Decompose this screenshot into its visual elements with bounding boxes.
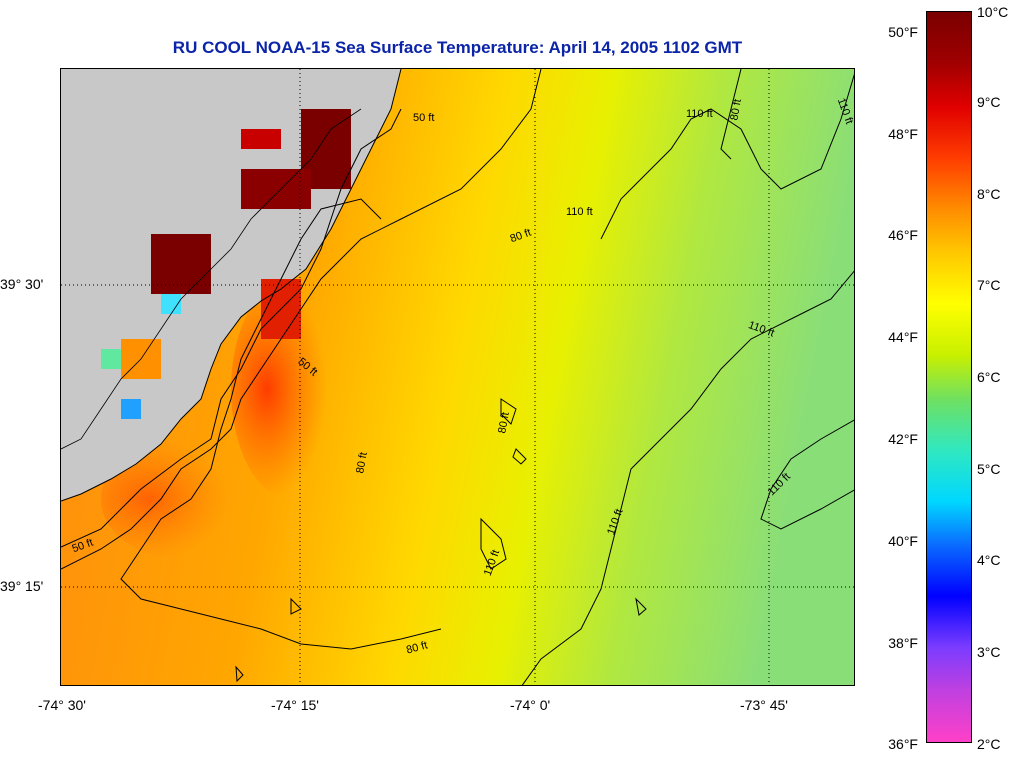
colorbar-f-label: 44°F [888,329,918,345]
contour-small-closed [512,448,527,465]
contour-label: 110 ft [566,206,593,218]
contour-label: 50 ft [413,112,434,124]
lon-label: -74° 15' [271,697,319,713]
lat-label: 39° 15' [0,578,44,594]
contour-80ft-south [120,198,442,650]
contour-small-closed [635,597,647,616]
colorbar-f-label: 40°F [888,533,918,549]
contour-label: 80 ft [728,98,744,121]
contour-80ft-closed [500,398,517,425]
cool-pixel [161,294,181,314]
warm-patch [101,439,261,559]
cool-pixel [101,349,121,369]
cool-pixel [121,399,141,419]
hot-pixel [241,129,281,149]
contour-110ft-closed [480,517,507,570]
hot-pixel [151,234,211,294]
colorbar-c-label: 7°C [977,277,1001,293]
contour-small-closed [290,597,302,615]
map-title: RU COOL NOAA-15 Sea Surface Temperature:… [172,38,743,57]
colorbar-c-label: 3°C [977,644,1001,660]
lon-label: -73° 45' [740,697,788,713]
contour-50ft [61,108,402,548]
contour-label: 80 ft [405,639,429,656]
colorbar-c-label: 2°C [977,736,1001,752]
contour-small-closed [235,665,244,683]
colorbar-f-label: 36°F [888,736,918,752]
colorbar-f-label: 38°F [888,635,918,651]
colorbar-c-label: 10°C [977,4,1009,20]
contour-80ft-north [720,69,742,160]
colorbar-c-label: 6°C [977,369,1001,385]
inner-shoreline [61,108,362,450]
coastline [61,69,402,502]
sst-map-canvas: 50 ft 110 ft 80 ft 110 ft 110 ft 80 ft 1… [61,69,854,685]
colorbar-f-label: 42°F [888,431,918,447]
contour-110ft-north [600,73,854,240]
contour-label: 110 ft [686,108,713,120]
colorbar-f-label: 50°F [888,24,918,40]
lat-label: 39° 30' [0,276,44,292]
colorbar-f-label: 46°F [888,227,918,243]
contour-80ft [61,69,542,570]
contour-110ft [521,270,854,685]
colorbar-c-label: 5°C [977,461,1001,477]
temperature-colorbar [926,11,972,743]
hot-pixel [241,169,311,209]
contour-label: 80 ft [354,451,370,474]
lon-label: -74° 30' [38,697,86,713]
contour-label: 80 ft [496,411,512,434]
colorbar-c-label: 4°C [977,552,1001,568]
colorbar-c-label: 9°C [977,94,1001,110]
lon-label: -74° 0' [510,697,551,713]
colorbar-f-label: 48°F [888,126,918,142]
contour-110ft-east [760,419,854,530]
colorbar-c-label: 8°C [977,186,1001,202]
sst-map: 50 ft 110 ft 80 ft 110 ft 110 ft 80 ft 1… [60,68,855,686]
